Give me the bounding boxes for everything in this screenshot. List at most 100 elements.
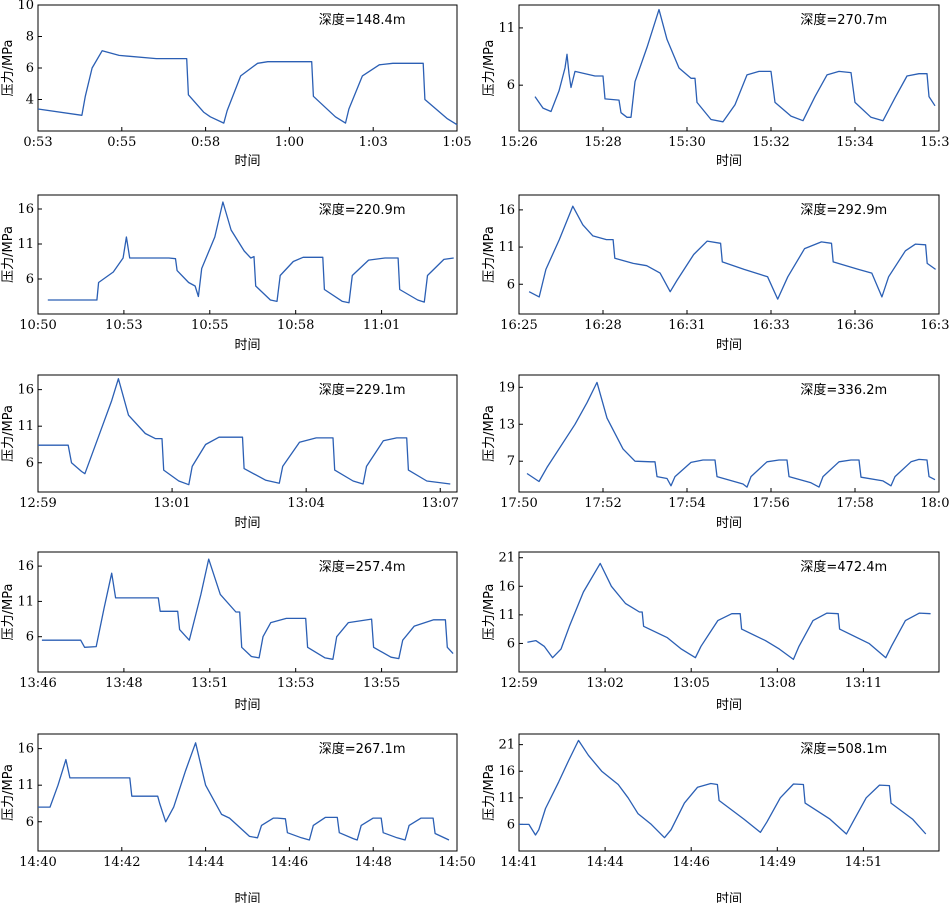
y-tick-label: 19	[498, 380, 515, 395]
x-tick-label: 13:11	[845, 676, 882, 691]
x-tick-label: 10:55	[191, 318, 228, 333]
x-tick-label: 14:46	[672, 855, 709, 870]
x-tick-label: 16:39	[920, 318, 950, 333]
y-axis-label: 压力/MPa	[1, 764, 16, 821]
x-tick-label: 15:28	[584, 135, 621, 150]
y-axis-label: 压力/MPa	[1, 40, 16, 97]
chart-panel-2: 6 11 15:26 15:28 15:30 15:32 15:34 15:36 时间 压力/MP…	[482, 4, 950, 169]
x-tick-label: 12:59	[19, 496, 56, 511]
x-tick-label: 15:30	[668, 135, 705, 150]
x-tick-label: 13:55	[363, 676, 400, 691]
x-tick-label: 17:56	[752, 496, 789, 511]
x-tick-label: 17:54	[668, 496, 705, 511]
y-axis-label: 压力/MPa	[482, 405, 497, 462]
y-tick-label: 6	[26, 456, 34, 471]
pressure-series-line	[47, 201, 454, 304]
y-axis-label: 压力/MPa	[1, 226, 16, 283]
plot-frame	[518, 4, 940, 132]
x-tick-label: 13:51	[191, 676, 228, 691]
plot-frame	[518, 194, 940, 315]
y-tick-label: 6	[26, 61, 34, 76]
x-tick-label: 14:48	[354, 855, 391, 870]
x-tick-label: 14:51	[845, 855, 882, 870]
x-axis-label: 时间	[716, 516, 742, 531]
y-tick-label: 6	[507, 636, 515, 651]
y-tick-label: 11	[17, 419, 34, 434]
depth-annotation: 深度=229.1m	[319, 382, 406, 398]
y-tick-label: 21	[498, 551, 515, 566]
y-tick-label: 16	[498, 203, 515, 218]
x-tick-label: 11:01	[363, 318, 400, 333]
y-axis-label: 压力/MPa	[482, 40, 497, 97]
x-tick-label: 14:49	[759, 855, 796, 870]
y-axis-label: 压力/MPa	[1, 405, 16, 462]
y-tick-label: 13	[498, 417, 515, 432]
x-tick-label: 16:31	[668, 318, 705, 333]
x-tick-label: 13:53	[277, 676, 314, 691]
plot-frame	[518, 374, 940, 493]
y-axis-label: 压力/MPa	[482, 226, 497, 283]
x-tick-label: 15:26	[500, 135, 537, 150]
depth-annotation: 深度=267.1m	[319, 741, 406, 757]
y-tick-label: 6	[507, 78, 515, 93]
chart-panel-1: 4 6 8 10 0:53 0:55 0:58 1:00 1:03 1:05 时间 压力/MPa 深度=…	[1, 0, 472, 169]
x-tick-label: 1:03	[359, 135, 388, 150]
x-axis-label: 时间	[234, 892, 260, 903]
x-tick-label: 0:55	[107, 135, 136, 150]
y-tick-label: 10	[17, 0, 34, 13]
y-axis-label: 压力/MPa	[482, 764, 497, 821]
x-tick-label: 17:50	[500, 496, 537, 511]
x-tick-label: 0:58	[191, 135, 220, 150]
x-tick-label: 0:53	[23, 135, 52, 150]
pressure-series-line	[37, 50, 458, 126]
x-tick-label: 13:46	[19, 676, 56, 691]
x-tick-label: 15:36	[920, 135, 950, 150]
x-axis-label: 时间	[716, 154, 742, 169]
x-tick-label: 15:34	[836, 135, 873, 150]
x-tick-label: 18:00	[920, 496, 950, 511]
x-axis-label: 时间	[716, 892, 742, 903]
y-tick-label: 6	[26, 815, 34, 830]
x-tick-label: 10:58	[277, 318, 314, 333]
x-tick-label: 13:05	[672, 676, 709, 691]
plot-frame	[37, 374, 458, 493]
depth-annotation: 深度=292.9m	[800, 202, 887, 218]
chart-panel-5: 6 11 16 12:59 13:01 13:04 13:07 时间 压力/MPa 深度=229.…	[1, 374, 459, 531]
pressure-series-line	[528, 205, 936, 300]
y-tick-label: 11	[17, 778, 34, 793]
plot-frame	[37, 194, 458, 315]
x-tick-label: 14:42	[103, 855, 140, 870]
x-tick-label: 13:07	[422, 496, 459, 511]
y-tick-label: 16	[17, 742, 34, 757]
x-tick-label: 16:28	[584, 318, 621, 333]
y-tick-label: 6	[26, 272, 34, 287]
x-tick-label: 13:48	[105, 676, 142, 691]
x-axis-label: 时间	[234, 698, 260, 713]
x-tick-label: 13:02	[586, 676, 623, 691]
x-tick-label: 14:41	[500, 855, 537, 870]
depth-annotation: 深度=148.4m	[319, 12, 406, 28]
depth-annotation: 深度=257.4m	[319, 559, 406, 575]
y-tick-label: 16	[17, 559, 34, 574]
x-tick-label: 12:59	[500, 676, 537, 691]
x-axis-label: 时间	[234, 516, 260, 531]
y-tick-label: 21	[498, 738, 515, 753]
y-tick-label: 16	[17, 202, 34, 217]
x-tick-label: 14:50	[438, 855, 475, 870]
depth-annotation: 深度=270.7m	[800, 12, 887, 28]
x-tick-label: 14:44	[187, 855, 224, 870]
y-tick-label: 7	[507, 454, 515, 469]
y-tick-label: 11	[17, 237, 34, 252]
y-tick-label: 11	[17, 594, 34, 609]
pressure-series-line	[527, 562, 931, 661]
y-tick-label: 11	[498, 240, 515, 255]
x-tick-label: 13:04	[287, 496, 324, 511]
y-tick-label: 11	[498, 21, 515, 36]
chart-panel-8: 6 11 16 21 12:59 13:02 13:05 13:08 13:11 时间 压力/MPa…	[482, 551, 940, 713]
pressure-series-line	[38, 378, 451, 486]
x-tick-label: 13:01	[153, 496, 190, 511]
plot-frame	[37, 733, 458, 852]
y-axis-label: 压力/MPa	[1, 584, 16, 641]
x-tick-label: 13:08	[759, 676, 796, 691]
